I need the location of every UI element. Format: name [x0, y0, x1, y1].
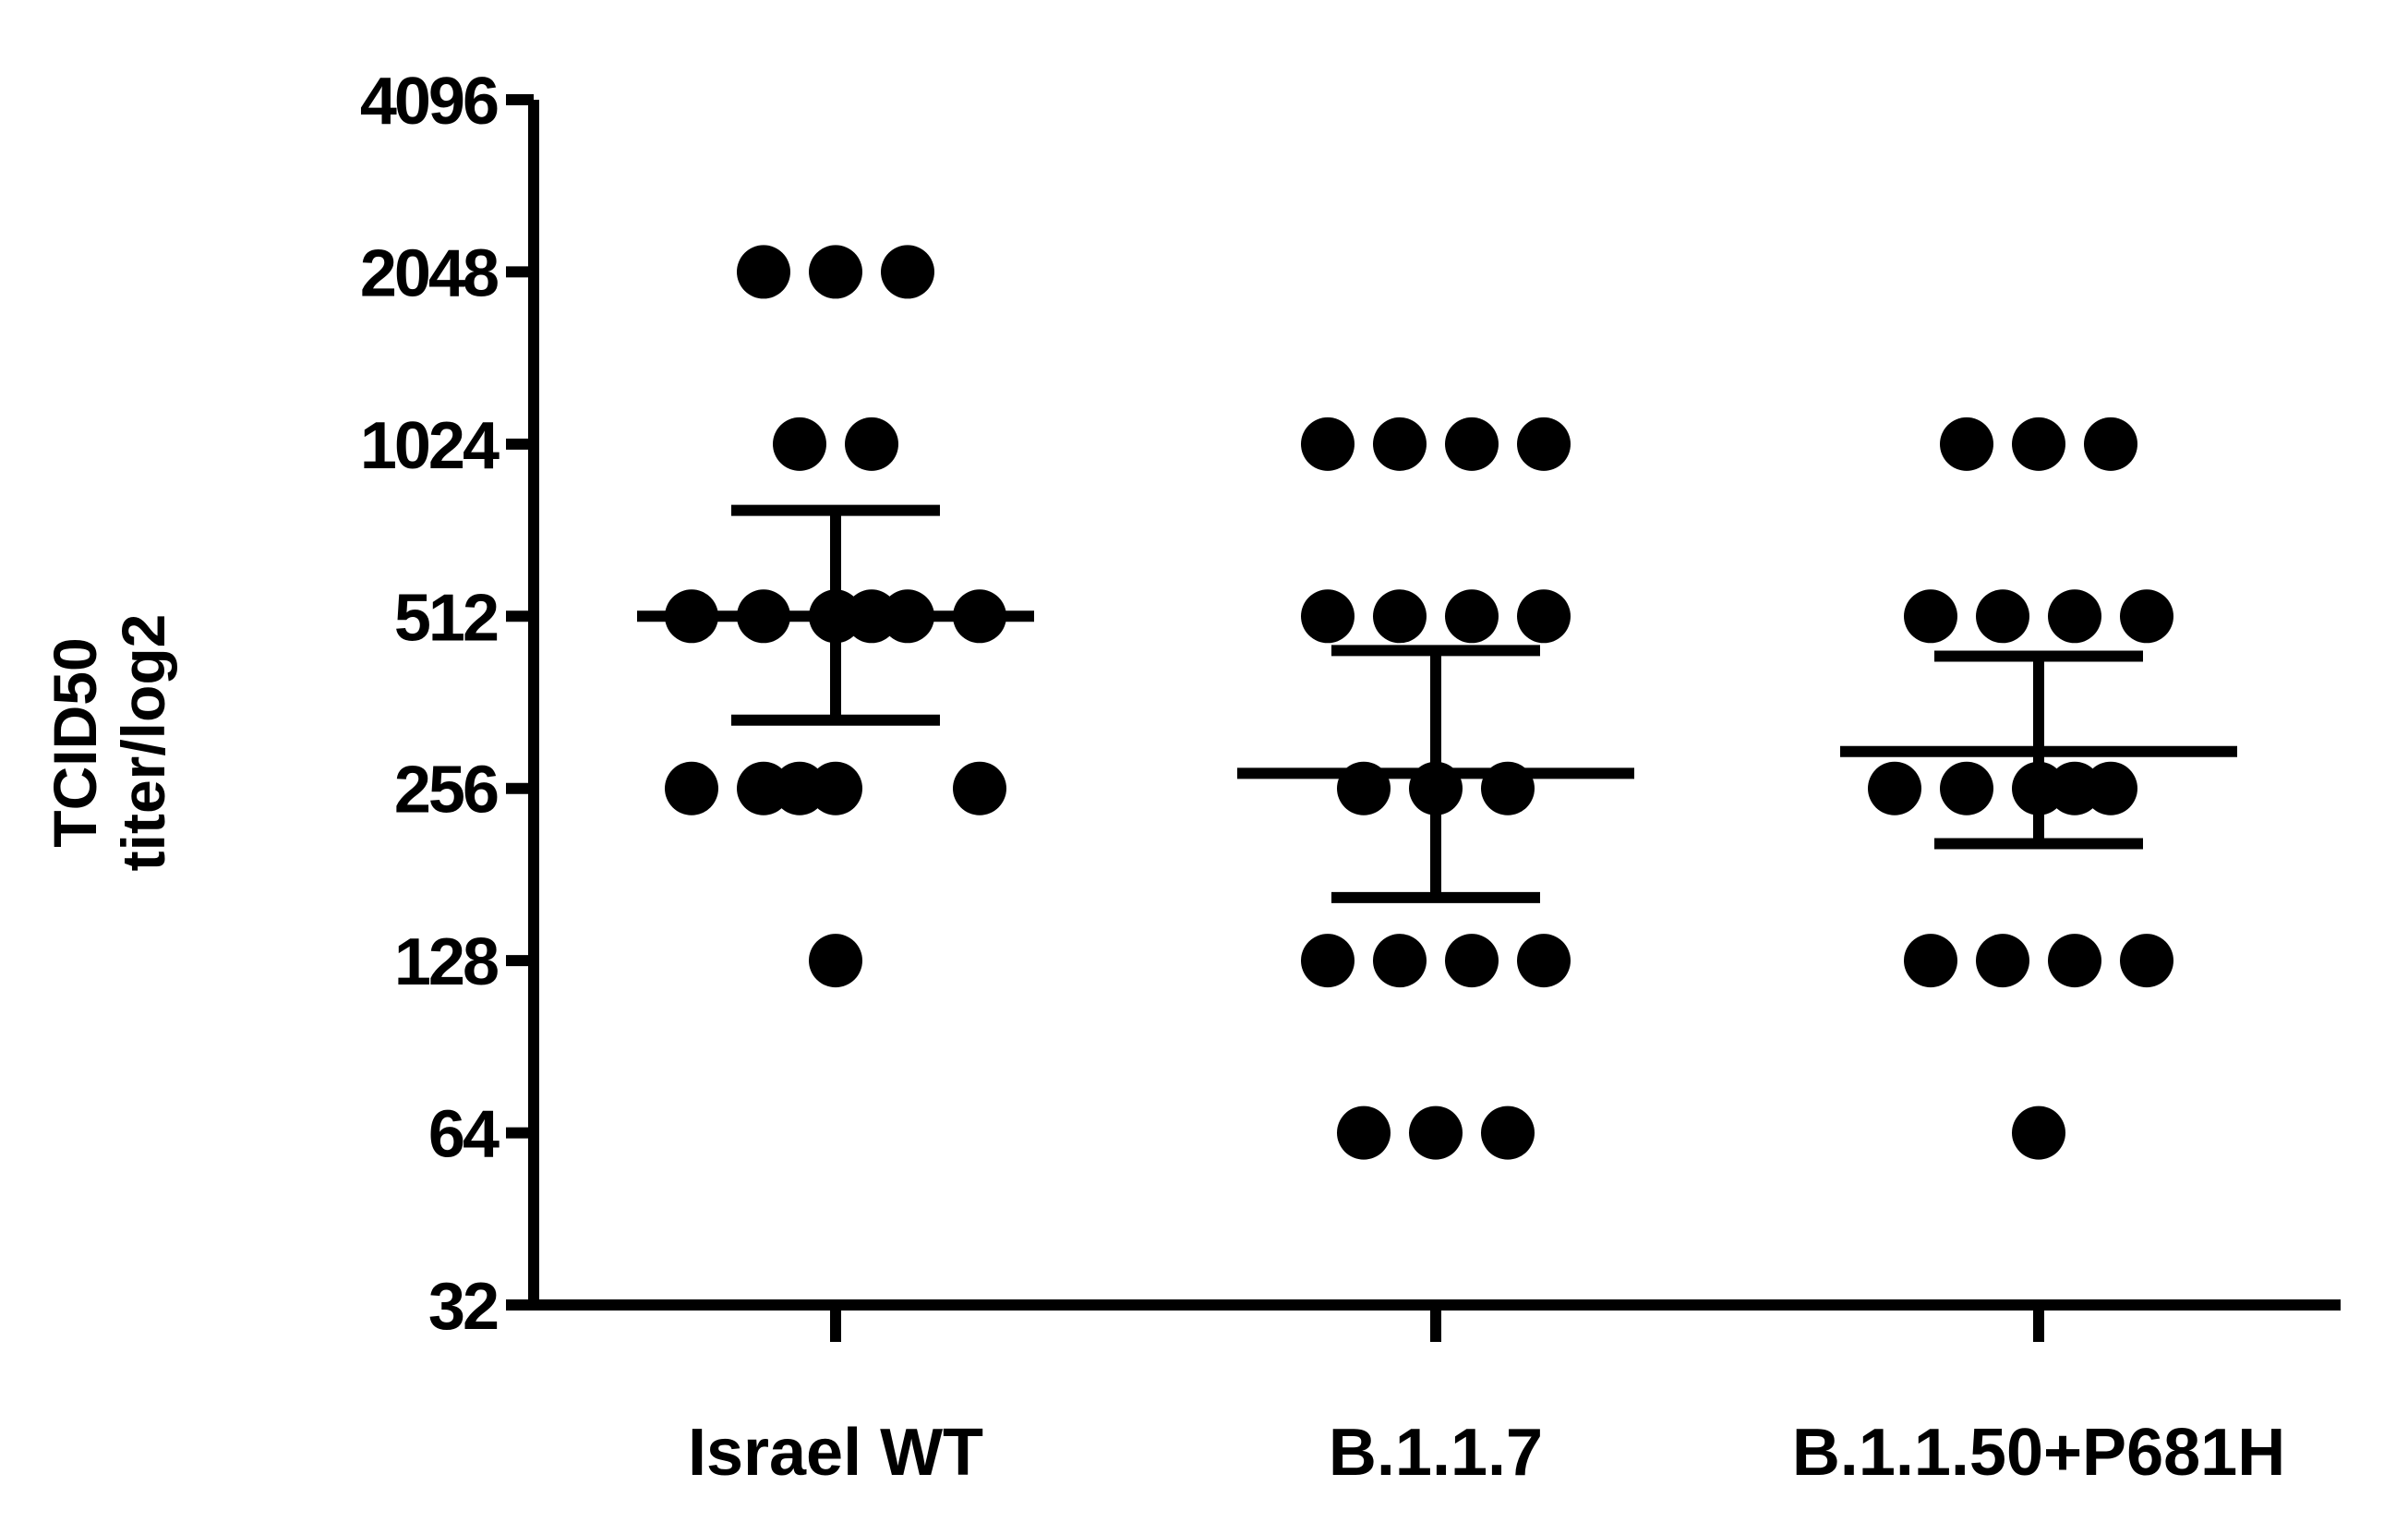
data-point [2012, 417, 2065, 471]
y-axis-title-line-2: titer/log2 [109, 614, 177, 872]
data-point [1940, 417, 1993, 471]
data-point [773, 417, 826, 471]
data-point [2048, 934, 2101, 988]
y-tick-label: 4096 [360, 65, 498, 139]
y-tick-label: 2048 [360, 236, 498, 310]
data-point [2120, 589, 2173, 644]
data-point [953, 761, 1006, 815]
data-point [1904, 589, 1957, 644]
y-tick-label: 512 [394, 581, 498, 655]
data-point [809, 761, 862, 815]
y-tick-label: 256 [394, 754, 498, 827]
data-point [1904, 934, 1957, 988]
y-tick-label: 128 [394, 925, 498, 999]
x-ticks: Israel WT B.1.1.7 B.1.1.50+P681H [688, 1305, 2285, 1490]
data-point [881, 245, 934, 299]
data-point [1976, 589, 2029, 644]
data-point [665, 761, 718, 815]
x-tick-label: Israel WT [688, 1416, 983, 1490]
data-point [1373, 934, 1427, 988]
data-point [1868, 761, 1921, 815]
data-point [809, 245, 862, 299]
x-tick-label: B.1.1.50+P681H [1792, 1416, 2285, 1490]
data-point [809, 934, 862, 988]
data-point [2084, 417, 2137, 471]
y-tick-label: 64 [428, 1098, 500, 1172]
y-tick-label: 32 [428, 1270, 498, 1344]
data-point [1301, 589, 1354, 644]
data-point [1976, 934, 2029, 988]
mean-error-bars [637, 504, 2237, 903]
data-point [1301, 417, 1354, 471]
data-point [1481, 1105, 1535, 1160]
data-point [2012, 1105, 2065, 1160]
data-point [1517, 589, 1571, 644]
data-point [2120, 934, 2173, 988]
data-point [737, 245, 790, 299]
y-axis-title-line-1: TCID50 [41, 637, 109, 847]
data-point [1373, 589, 1427, 644]
data-point [1445, 417, 1499, 471]
data-point [845, 417, 898, 471]
x-tick-label: B.1.1.7 [1329, 1416, 1543, 1490]
y-ticks: 32 64 128 256 512 1024 2048 4096 [360, 65, 534, 1344]
data-point [1517, 934, 1571, 988]
data-point [1517, 417, 1571, 471]
y-axis-title: TCID50 titer/log2 [41, 614, 177, 872]
data-point [1409, 1105, 1463, 1160]
data-point [2084, 761, 2137, 815]
data-point [1445, 934, 1499, 988]
data-point [1301, 934, 1354, 988]
data-point [1373, 417, 1427, 471]
y-tick-label: 1024 [360, 409, 500, 483]
data-point [1445, 589, 1499, 644]
data-point [1940, 761, 1993, 815]
data-point [1337, 1105, 1391, 1160]
data-point [2048, 589, 2101, 644]
data-points [665, 245, 2173, 1160]
